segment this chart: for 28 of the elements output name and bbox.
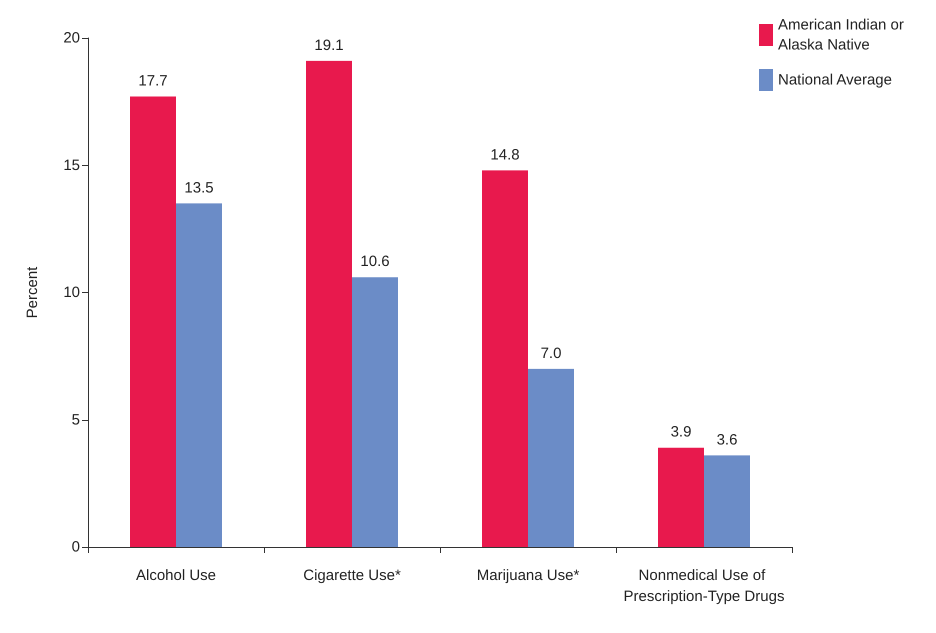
data-label: 14.8 bbox=[490, 146, 520, 164]
x-tick-label: Marijuana Use* bbox=[476, 567, 580, 584]
y-tick-label: 10 bbox=[63, 284, 80, 301]
data-label: 13.5 bbox=[184, 179, 214, 196]
y-tick-label: 0 bbox=[72, 538, 80, 556]
x-tick-label: Cigarette Use* bbox=[303, 567, 401, 584]
y-tick-label: 5 bbox=[72, 411, 80, 428]
data-label: 3.6 bbox=[716, 431, 738, 448]
legend-label: National Average bbox=[778, 72, 892, 88]
y-tick-label: 15 bbox=[63, 156, 80, 174]
bar bbox=[352, 277, 398, 547]
bar bbox=[704, 455, 750, 547]
bar bbox=[130, 96, 176, 547]
y-tick-label: 20 bbox=[63, 30, 80, 46]
y-axis-title: Percent bbox=[24, 266, 41, 318]
bar bbox=[658, 448, 704, 547]
bar bbox=[306, 60, 352, 547]
data-label: 3.9 bbox=[670, 424, 692, 441]
data-label: 19.1 bbox=[314, 36, 344, 54]
bar bbox=[482, 170, 528, 547]
legend-label: American Indian or Alaska Native bbox=[778, 16, 908, 54]
bar bbox=[176, 203, 222, 547]
data-label: 17.7 bbox=[138, 72, 168, 90]
data-label: 10.6 bbox=[360, 253, 390, 270]
x-tick-label: Alcohol Use bbox=[136, 567, 216, 584]
x-tick-label: Nonmedical Use of Prescription-Type Drugs bbox=[624, 567, 784, 605]
data-label: 7.0 bbox=[540, 344, 562, 362]
bar bbox=[528, 368, 574, 547]
